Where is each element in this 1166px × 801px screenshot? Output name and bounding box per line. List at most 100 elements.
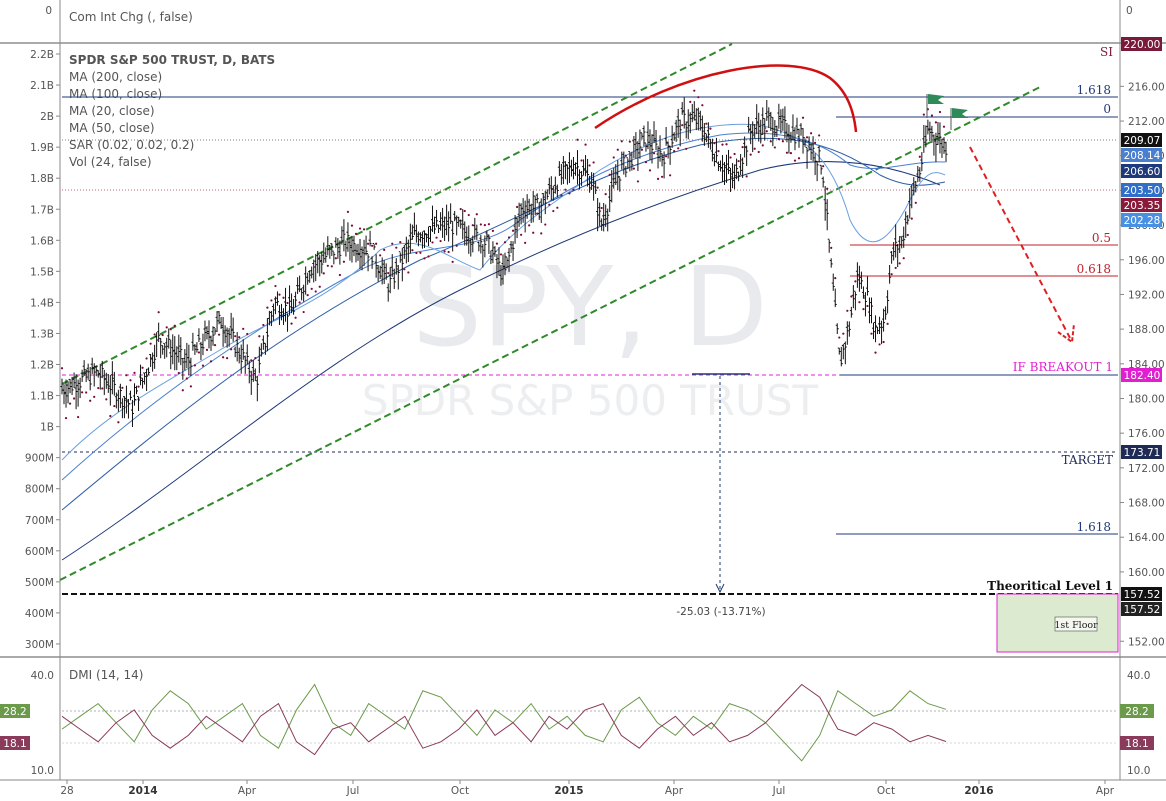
sar-dot — [161, 333, 164, 337]
sar-dot — [801, 116, 805, 119]
fib-05-label: 0.5 — [1092, 231, 1111, 245]
volume-tick-label: 1.9B — [30, 142, 54, 154]
sar-dot — [354, 232, 358, 235]
sar-dot — [729, 156, 732, 159]
sar-dot — [443, 250, 446, 253]
svg-text:206.60: 206.60 — [1124, 166, 1161, 178]
sar-dot — [475, 213, 478, 216]
dmi-minus-badge-right: 18.1 — [1125, 738, 1148, 750]
sar-dot — [640, 148, 644, 151]
sar-dot — [169, 328, 172, 331]
sar-dot — [721, 143, 724, 146]
sar-dot — [431, 241, 434, 244]
price-badge: 208.14 — [1121, 148, 1162, 162]
sar-dot — [165, 326, 168, 329]
sar-dot — [781, 140, 784, 143]
sar-dot — [439, 239, 442, 243]
fib-0618-label: 0.618 — [1077, 262, 1111, 276]
time-tick-label: Jul — [346, 785, 360, 797]
sar-dot — [72, 397, 76, 400]
dmi-right-top: 40.0 — [1127, 670, 1150, 682]
sar-dot — [644, 161, 648, 164]
sar-dot — [314, 290, 317, 293]
sar-dot — [830, 246, 833, 249]
sar-dot — [113, 404, 116, 408]
sar-dot — [588, 164, 591, 167]
sar-dot — [902, 257, 905, 260]
svg-text:208.14: 208.14 — [1124, 150, 1161, 162]
svg-text:157.52: 157.52 — [1124, 604, 1161, 616]
sar-dot — [568, 192, 571, 195]
volume-tick-label: 2B — [40, 111, 54, 123]
price-badge: 220.00 — [1121, 37, 1162, 51]
sar-dot — [234, 335, 237, 338]
volume-axis: 2.2B 2.1B 2B 1.9B 1.8B 1.7B 1.6B 1.5B 1.4B 1.3B 1.… — [25, 49, 60, 651]
sar-dot — [415, 251, 418, 255]
watermark-ticker: SPY, D — [412, 243, 768, 371]
sar-dot — [922, 113, 925, 116]
dmi-left-top: 40.0 — [31, 670, 54, 682]
top-arc — [594, 64, 858, 133]
sar-dot — [753, 147, 756, 150]
sar-dot — [608, 173, 611, 176]
svg-text:157.52: 157.52 — [1124, 589, 1161, 601]
sar-dot — [81, 391, 84, 394]
sar-dot — [777, 138, 780, 141]
sar-dot — [620, 140, 623, 143]
volume-tick-label: 300M — [25, 639, 54, 651]
volume-tick-label: 900M — [25, 453, 54, 465]
sar-dot — [403, 268, 406, 271]
sar-dot — [898, 262, 901, 265]
sar-dot — [149, 342, 152, 345]
sar-dot — [205, 348, 209, 351]
sar-dot — [765, 130, 768, 133]
sar-dot — [818, 134, 821, 137]
sar-dot — [576, 138, 579, 141]
sar-dot — [238, 336, 241, 339]
sar-dot — [503, 241, 507, 244]
dmi-plus-badge-right: 28.2 — [1125, 706, 1148, 718]
volume-tick-label: 400M — [25, 608, 54, 620]
sar-dot — [648, 169, 652, 172]
sar-dot — [137, 385, 140, 388]
price-badge: 203.35 — [1121, 198, 1162, 212]
price-badge: 203.50 — [1121, 183, 1162, 197]
sar-dot — [793, 159, 797, 162]
sar-dot — [757, 150, 760, 154]
sar-dot — [451, 260, 454, 263]
time-tick-label: Jul — [772, 785, 786, 797]
sar-dot — [689, 100, 692, 103]
sar-dot — [209, 360, 213, 363]
sar-dot — [379, 254, 382, 257]
price-tick-label: 172.00 — [1128, 463, 1165, 475]
svg-text:203.35: 203.35 — [1124, 200, 1161, 212]
measure-label: -25.03 (-13.71%) — [676, 606, 765, 618]
sar-dot — [105, 398, 108, 401]
price-badge: 202.28 — [1121, 213, 1162, 227]
sar-dot — [769, 140, 772, 143]
sar-dot — [463, 209, 466, 213]
si-label: SI — [1100, 45, 1113, 59]
sar-dot — [419, 251, 422, 254]
sar-dot — [217, 333, 221, 336]
time-tick-label: 2016 — [964, 785, 993, 797]
sar-dot — [274, 284, 277, 288]
fib-0-label: 0 — [1103, 102, 1111, 116]
sar-dot — [125, 374, 128, 377]
sar-dot — [185, 377, 188, 380]
price-tick-label: 176.00 — [1128, 428, 1165, 440]
sar-dot — [528, 224, 531, 227]
sar-dot — [544, 223, 547, 226]
legend-ma20: MA (20, close) — [69, 104, 155, 118]
sar-dot — [652, 152, 656, 155]
sar-dot — [656, 177, 660, 180]
sar-dot — [201, 364, 205, 367]
sar-dot — [145, 357, 148, 360]
price-tick-label: 180.00 — [1128, 393, 1165, 405]
time-tick-label: Oct — [877, 785, 895, 797]
volume-tick-label: 2.2B — [30, 49, 54, 61]
volume-tick-label: 1.1B — [30, 391, 54, 403]
sar-dot — [612, 156, 615, 159]
sar-dot — [697, 96, 700, 99]
sar-dot — [375, 242, 378, 245]
